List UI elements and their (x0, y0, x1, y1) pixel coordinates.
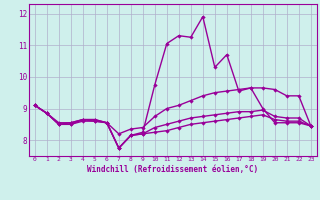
X-axis label: Windchill (Refroidissement éolien,°C): Windchill (Refroidissement éolien,°C) (87, 165, 258, 174)
